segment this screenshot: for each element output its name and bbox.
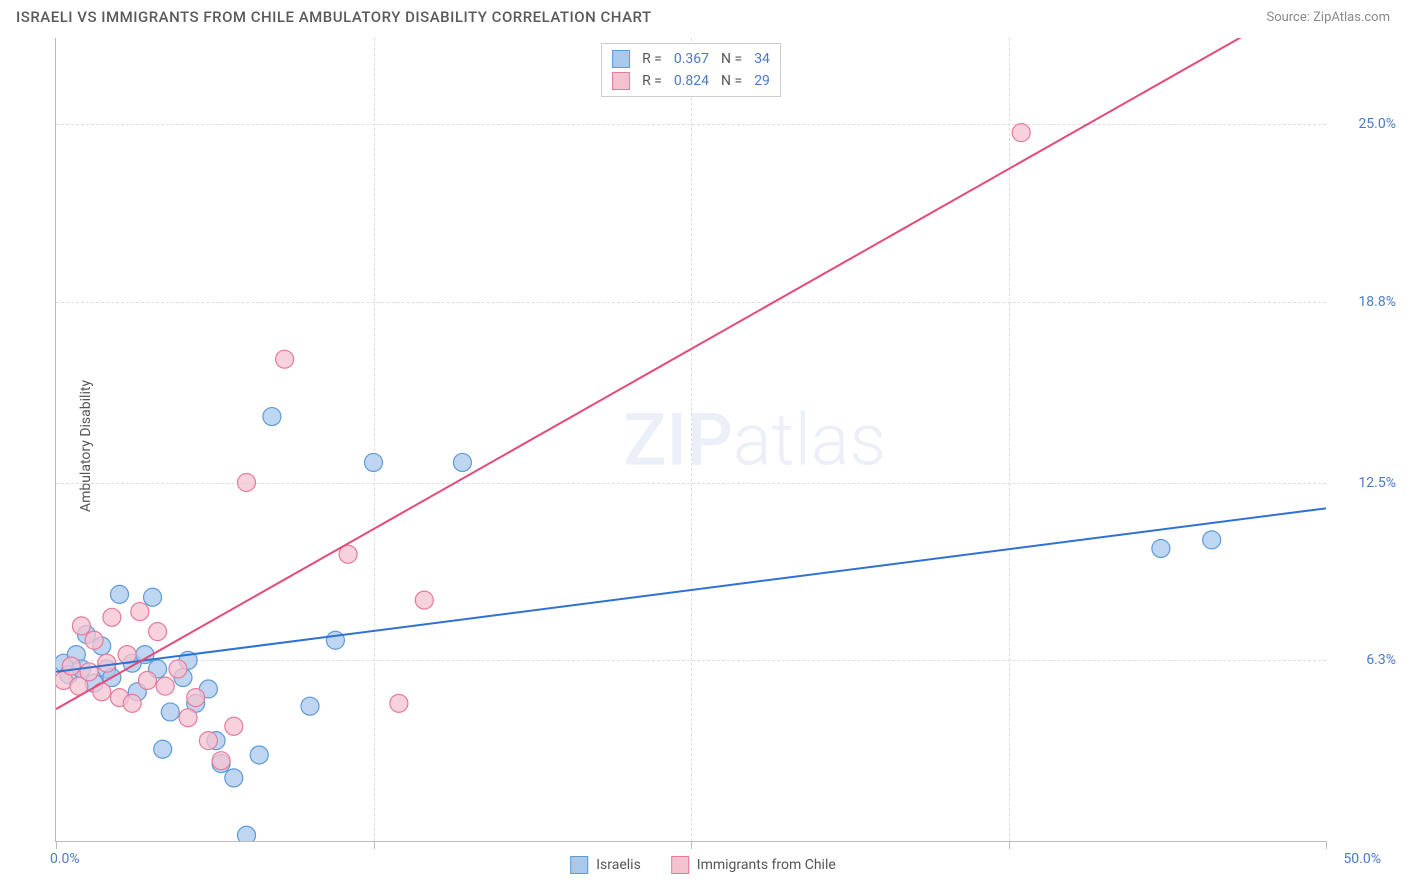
scatter-point [1012,124,1030,142]
scatter-point [263,408,281,426]
x-tick [691,841,692,849]
legend-n-value-1: 34 [754,51,770,67]
scatter-point [80,663,98,681]
legend-label-chile: Immigrants from Chile [697,857,836,873]
scatter-point [276,350,294,368]
scatter-point [161,703,179,721]
legend-bottom: Israelis Immigrants from Chile [570,856,836,874]
scatter-point [301,697,319,715]
x-tick [374,841,375,849]
legend-swatch-pink [612,72,630,90]
scatter-point [1152,539,1170,557]
scatter-point [144,588,162,606]
legend-item-chile: Immigrants from Chile [671,856,836,874]
scatter-point [149,623,167,641]
scatter-point [225,769,243,787]
scatter-point [62,657,80,675]
x-tick [1326,841,1327,849]
scatter-point [103,608,121,626]
y-tick-label: 18.8% [1358,294,1396,310]
scatter-point [238,474,256,492]
scatter-point [169,660,187,678]
scatter-point [225,717,243,735]
scatter-point [187,689,205,707]
legend-swatch-blue-bottom [570,856,588,874]
scatter-point [199,732,217,750]
legend-r-label-1: R = [642,51,662,67]
scatter-point [179,709,197,727]
scatter-point [156,677,174,695]
x-tick [56,841,57,849]
y-tick-label: 6.3% [1366,652,1396,668]
scatter-point [250,746,268,764]
chart-plot-area: ZIPatlas R = 0.367 N = 34 R = 0.824 N = … [55,38,1326,842]
scatter-point [72,617,90,635]
y-tick-label: 25.0% [1358,116,1396,132]
legend-swatch-blue [612,50,630,68]
scatter-point [326,631,344,649]
trend-line [56,38,1250,709]
scatter-point [453,453,471,471]
x-tick [1009,841,1010,849]
chart-title: ISRAELI VS IMMIGRANTS FROM CHILE AMBULAT… [16,8,652,26]
y-tick-label: 12.5% [1358,475,1396,491]
trend-line [56,508,1326,671]
scatter-point [85,631,103,649]
scatter-point [212,752,230,770]
legend-stats-row-2: R = 0.824 N = 29 [612,70,770,92]
legend-r-value-2: 0.824 [674,73,709,89]
legend-n-label-2: N = [721,73,742,89]
scatter-point [93,683,111,701]
source-label: Source: ZipAtlas.com [1266,10,1390,25]
x-axis-min-label: 0.0% [50,851,80,867]
legend-item-israelis: Israelis [570,856,641,874]
scatter-point [415,591,433,609]
x-axis-max-label: 50.0% [1343,851,1381,867]
legend-r-label-2: R = [642,73,662,89]
scatter-point [138,671,156,689]
scatter-point [1203,531,1221,549]
legend-label-israelis: Israelis [596,857,641,873]
scatter-point [111,585,129,603]
scatter-point [154,740,172,758]
scatter-point [98,654,116,672]
legend-n-value-2: 29 [754,73,770,89]
scatter-point [390,694,408,712]
legend-r-value-1: 0.367 [674,51,709,67]
scatter-svg [56,38,1326,841]
scatter-point [123,694,141,712]
legend-swatch-pink-bottom [671,856,689,874]
legend-stats-box: R = 0.367 N = 34 R = 0.824 N = 29 [601,43,781,97]
scatter-point [365,453,383,471]
legend-stats-row-1: R = 0.367 N = 34 [612,48,770,70]
legend-n-label-1: N = [721,51,742,67]
scatter-point [238,826,256,841]
scatter-point [131,603,149,621]
